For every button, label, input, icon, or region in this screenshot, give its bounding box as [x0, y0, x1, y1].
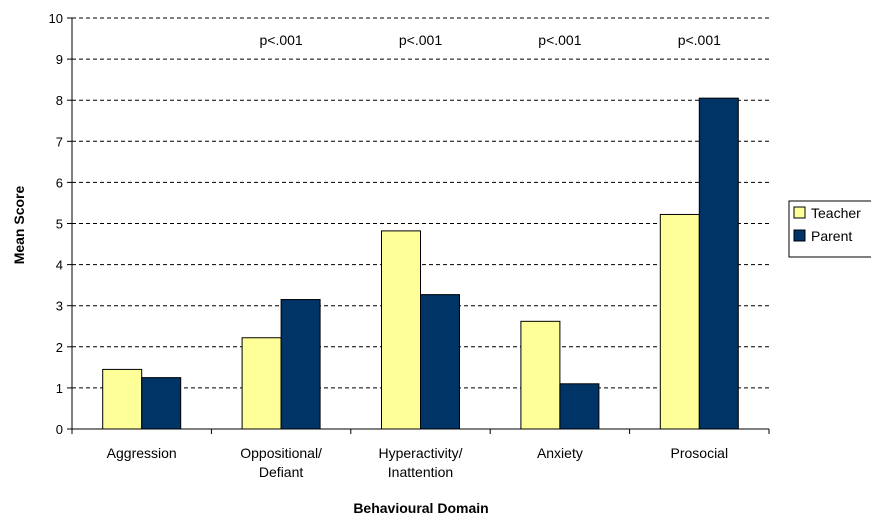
significance-label: p<.001 — [538, 32, 581, 48]
y-tick-label: 6 — [56, 175, 63, 190]
y-tick-label: 2 — [56, 340, 63, 355]
x-axis-title: Behavioural Domain — [353, 500, 488, 516]
y-tick-label: 9 — [56, 52, 63, 67]
x-tick-label: Oppositional/Defiant — [240, 445, 322, 480]
legend-swatch-parent — [793, 229, 806, 242]
y-tick-label: 5 — [56, 217, 63, 232]
legend: Teacher Parent — [788, 200, 871, 258]
significance-label: p<.001 — [678, 32, 721, 48]
y-tick-label: 10 — [49, 11, 63, 26]
y-axis-title: Mean Score — [11, 185, 27, 264]
x-tick-label: Prosocial — [671, 445, 729, 461]
bar-teacher — [241, 337, 282, 430]
y-tick-label: 0 — [56, 422, 63, 437]
axes — [67, 17, 770, 434]
x-tick-label: Aggression — [107, 445, 177, 461]
legend-label-teacher: Teacher — [811, 205, 861, 221]
bar-parent — [559, 383, 600, 430]
tick-labels: 0 1 2 3 4 5 6 7 8 9 10 Aggression Oppositional/Defia… — [49, 11, 729, 480]
y-tick-label: 8 — [56, 93, 63, 108]
legend-label-parent: Parent — [811, 228, 852, 244]
x-tick-label: Hyperactivity/Inattention — [378, 445, 462, 480]
legend-swatch-teacher — [793, 206, 806, 219]
bar-teacher — [520, 320, 561, 430]
bar-parent — [698, 97, 739, 430]
bar-teacher — [381, 230, 421, 430]
y-tick-label: 1 — [56, 381, 63, 396]
significance-label: p<.001 — [259, 32, 302, 48]
bars — [102, 97, 739, 430]
y-tick-label: 4 — [56, 258, 63, 273]
bar-parent — [280, 299, 321, 430]
bar-teacher — [659, 213, 700, 430]
annotations: p<.001 p<.001 p<.001 p<.001 — [259, 32, 721, 48]
bar-parent — [141, 377, 182, 430]
significance-label: p<.001 — [399, 32, 442, 48]
legend-box — [788, 200, 871, 258]
y-tick-label: 7 — [56, 134, 63, 149]
bar-parent — [420, 294, 460, 430]
bar-teacher — [102, 368, 143, 430]
x-tick-label: Anxiety — [537, 445, 583, 461]
y-tick-label: 3 — [56, 299, 63, 314]
